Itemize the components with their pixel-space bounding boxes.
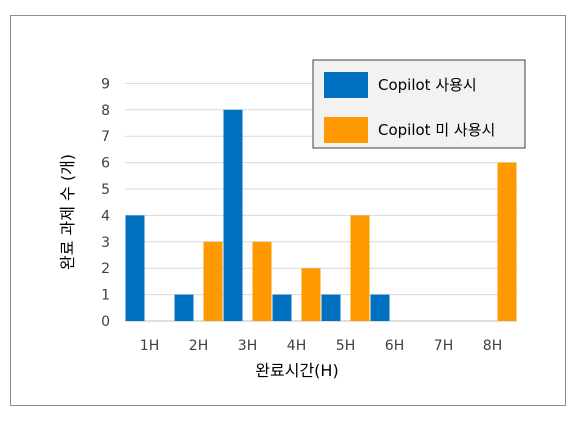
bar-copilot-not-used-8H xyxy=(497,162,517,321)
x-tick-label: 7H xyxy=(434,338,453,354)
y-tick-label: 8 xyxy=(101,103,110,119)
bar-copilot-used-6H xyxy=(370,294,390,321)
bar-copilot-used-1H xyxy=(125,215,145,321)
bars xyxy=(125,109,517,321)
bar-copilot-used-2H xyxy=(174,294,194,321)
x-tick-label: 2H xyxy=(189,338,208,354)
x-tick-label: 8H xyxy=(483,338,502,354)
bar-copilot-not-used-5H xyxy=(350,215,370,321)
bar-copilot-used-3H xyxy=(223,109,243,321)
y-tick-label: 0 xyxy=(101,314,110,330)
bar-copilot-not-used-4H xyxy=(301,268,321,321)
bar-copilot-used-4H xyxy=(272,294,292,321)
y-tick-label: 6 xyxy=(101,156,110,172)
legend-swatch-copilot-not-used xyxy=(324,117,368,143)
x-tick-label: 6H xyxy=(385,338,404,354)
x-axis-title: 완료시간(H) xyxy=(255,361,338,380)
y-tick-label: 2 xyxy=(101,261,110,277)
y-tick-label: 1 xyxy=(101,288,110,304)
legend-label-copilot-used: Copilot 사용시 xyxy=(378,76,477,94)
y-tick-labels: 0 1 2 3 4 5 6 7 8 9 xyxy=(101,76,110,330)
x-tick-label: 5H xyxy=(336,338,355,354)
x-tick-labels: 1H 2H 3H 4H 5H 6H 7H 8H xyxy=(140,338,502,354)
y-tick-label: 9 xyxy=(101,76,110,92)
bar-copilot-not-used-3H xyxy=(252,241,272,321)
y-tick-label: 4 xyxy=(101,208,110,224)
x-tick-label: 3H xyxy=(238,338,257,354)
x-tick-label: 4H xyxy=(287,338,306,354)
y-axis-title: 완료 과제 수 (개) xyxy=(58,154,77,270)
y-tick-label: 7 xyxy=(101,129,110,145)
legend-label-copilot-not-used: Copilot 미 사용시 xyxy=(378,121,495,139)
legend: Copilot 사용시 Copilot 미 사용시 xyxy=(312,59,526,149)
bar-copilot-not-used-2H xyxy=(203,241,223,321)
legend-swatch-copilot-used xyxy=(324,72,368,98)
x-tick-label: 1H xyxy=(140,338,159,354)
bar-copilot-used-5H xyxy=(321,294,341,321)
y-tick-label: 3 xyxy=(101,235,110,251)
y-tick-label: 5 xyxy=(101,182,110,198)
